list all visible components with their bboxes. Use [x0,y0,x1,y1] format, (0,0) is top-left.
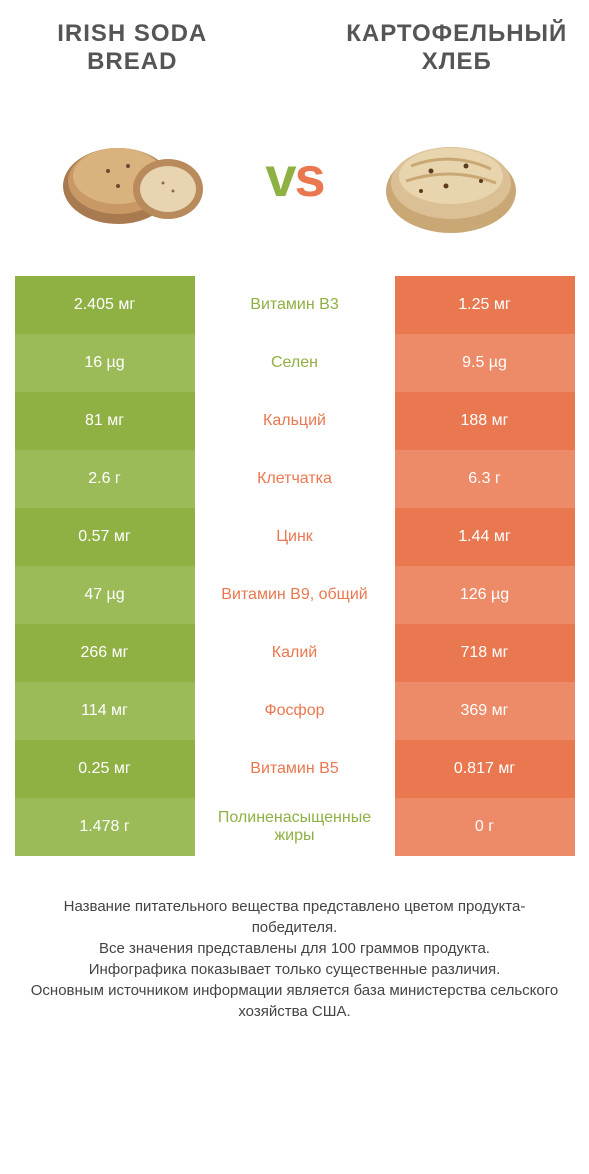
nutrient-label: Витамин B5 [195,740,395,798]
bread-loaf-sliced-icon [58,111,218,241]
table-row: 266 мгКалий718 мг [15,624,575,682]
nutrient-label: Фосфор [195,682,395,740]
table-row: 0.57 мгЦинк1.44 мг [15,508,575,566]
bread-loaf-icon [371,111,531,241]
nutrient-label: Полиненасыщенные жиры [195,798,395,856]
table-row: 81 мгКальций188 мг [15,392,575,450]
product-right-image [324,96,579,256]
table-row: 2.405 мгВитамин B31.25 мг [15,276,575,334]
product-left-title: IRISH SODA BREAD [10,20,255,76]
table-row: 0.25 мгВитамин B50.817 мг [15,740,575,798]
value-left: 1.478 г [15,798,195,856]
value-right: 188 мг [395,392,575,450]
vs-label: vs [265,144,323,209]
product-right-title: КАРТОФЕЛЬНЫЙ ХЛЕБ [335,20,580,76]
comparison-table: 2.405 мгВитамин B31.25 мг16 µgСелен9.5 µ… [15,276,575,856]
value-right: 1.25 мг [395,276,575,334]
nutrient-label: Селен [195,334,395,392]
footer-line: Все значения представлены для 100 граммо… [25,938,565,959]
footer-text: Название питательного вещества представл… [25,896,565,1022]
value-left: 2.405 мг [15,276,195,334]
nutrient-label: Калий [195,624,395,682]
nutrient-label: Витамин B3 [195,276,395,334]
value-left: 266 мг [15,624,195,682]
table-row: 47 µgВитамин B9, общий126 µg [15,566,575,624]
value-right: 1.44 мг [395,508,575,566]
table-row: 2.6 гКлетчатка6.3 г [15,450,575,508]
product-left-image [10,96,265,256]
table-row: 16 µgСелен9.5 µg [15,334,575,392]
value-right: 0.817 мг [395,740,575,798]
nutrient-label: Кальций [195,392,395,450]
footer-line: Название питательного вещества представл… [25,896,565,938]
value-right: 6.3 г [395,450,575,508]
value-right: 126 µg [395,566,575,624]
value-right: 0 г [395,798,575,856]
nutrient-label: Цинк [195,508,395,566]
value-left: 114 мг [15,682,195,740]
nutrient-label: Витамин B9, общий [195,566,395,624]
footer-line: Инфографика показывает только существенн… [25,959,565,980]
value-right: 369 мг [395,682,575,740]
value-right: 9.5 µg [395,334,575,392]
value-left: 81 мг [15,392,195,450]
value-left: 47 µg [15,566,195,624]
nutrient-label: Клетчатка [195,450,395,508]
value-right: 718 мг [395,624,575,682]
value-left: 0.25 мг [15,740,195,798]
value-left: 2.6 г [15,450,195,508]
value-left: 16 µg [15,334,195,392]
images-row: vs [0,86,589,266]
table-row: 1.478 гПолиненасыщенные жиры0 г [15,798,575,856]
value-left: 0.57 мг [15,508,195,566]
table-row: 114 мгФосфор369 мг [15,682,575,740]
header: IRISH SODA BREAD КАРТОФЕЛЬНЫЙ ХЛЕБ [0,0,589,86]
footer-line: Основным источником информации является … [25,980,565,1022]
